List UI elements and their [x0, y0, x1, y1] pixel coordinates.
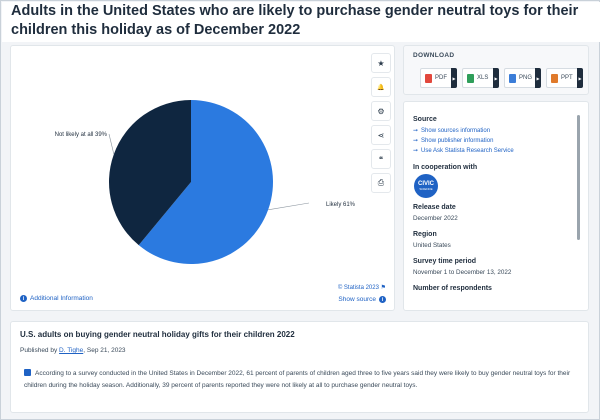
chevron-right-icon: ▶ — [535, 68, 541, 88]
pdf-file-icon — [425, 73, 432, 83]
pie-leader-line — [268, 202, 310, 211]
credit-label: © Statista 2023 — [337, 285, 379, 291]
show-source-label: Show source — [338, 296, 376, 303]
download-buttons: PDF ▶ XLS ▶ PNG ▶ PPT ▶ — [420, 68, 583, 88]
show-publisher-label: Show publisher information — [421, 138, 494, 144]
description-text: According to a survey conducted in the U… — [24, 368, 579, 391]
description-card: U.S. adults on buying gender neutral hol… — [10, 321, 589, 413]
pie-slice-likely[interactable] — [138, 100, 273, 264]
pie-leader-line — [108, 133, 115, 155]
cooperation-heading: In cooperation with — [413, 164, 478, 171]
download-ppt-button[interactable]: PPT ▶ — [546, 68, 583, 88]
info-content: Source ➞ Show sources information ➞ Show p… — [413, 116, 573, 295]
ask-statista-label: Use Ask Statista Research Service — [421, 148, 514, 154]
download-title: DOWNLOAD — [413, 52, 455, 59]
arrow-right-icon: ➞ — [413, 148, 419, 154]
author-link[interactable]: D. Tighe — [59, 347, 84, 354]
share-icon[interactable]: ⋖ — [371, 125, 391, 145]
description-body: According to a survey conducted in the U… — [24, 370, 571, 389]
download-xls-button[interactable]: XLS ▶ — [462, 68, 499, 88]
published-prefix: Published by — [20, 347, 58, 354]
title-bar: Adults in the United States who are like… — [2, 2, 600, 42]
release-date-heading: Release date — [413, 204, 456, 211]
download-panel: DOWNLOAD PDF ▶ XLS ▶ PNG ▶ PPT ▶ — [403, 45, 589, 95]
civic-logo-subtext: SCIENCE — [419, 187, 433, 191]
print-icon[interactable]: ⎙ — [371, 173, 391, 193]
xls-file-icon — [467, 73, 474, 83]
statistic-info-panel: Source ➞ Show sources information ➞ Show p… — [403, 101, 589, 311]
pie-chart: Likely 61% Not likely at all 39% — [55, 100, 356, 264]
arrow-right-icon: ➞ — [413, 138, 419, 144]
arrow-right-icon: ➞ — [413, 128, 419, 134]
pie-label-likely: Likely 61% — [326, 202, 356, 208]
show-source-link[interactable]: Show source i — [338, 296, 386, 303]
published-by: Published by D. Tighe, Sep 21, 2023 — [20, 347, 126, 354]
star-icon[interactable]: ★ — [371, 53, 391, 73]
chevron-right-icon: ▶ — [493, 68, 499, 88]
pie-label-not-likely-at-all: Not likely at all 39% — [55, 132, 108, 138]
page-title: Adults in the United States who are like… — [11, 3, 579, 38]
release-date-value: December 2022 — [413, 215, 458, 222]
info-scrollbar[interactable] — [577, 115, 580, 240]
respondents-heading: Number of respondents — [413, 285, 492, 292]
survey-period-heading: Survey time period — [413, 258, 477, 265]
show-sources-link[interactable]: ➞ Show sources information — [413, 126, 573, 136]
region-heading: Region — [413, 231, 437, 238]
download-pdf-label: PDF — [435, 75, 447, 81]
pie-slice-not-likely-at-all[interactable] — [108, 100, 191, 246]
png-file-icon — [509, 73, 516, 83]
statista-credit[interactable]: © Statista 2023 ⚑ — [338, 284, 386, 291]
ask-statista-link[interactable]: ➞ Use Ask Statista Research Service — [413, 146, 573, 156]
show-publisher-link[interactable]: ➞ Show publisher information — [413, 136, 573, 146]
chevron-right-icon: ▶ — [577, 68, 583, 88]
civic-logo-text: CIVIC — [417, 181, 434, 187]
description-title: U.S. adults on buying gender neutral hol… — [20, 330, 295, 339]
info-icon: i — [379, 296, 386, 303]
download-png-button[interactable]: PNG ▶ — [504, 68, 541, 88]
download-ppt-label: PPT — [561, 75, 573, 81]
chart-toolbar: ★ 🔔 ⚙ ⋖ ❝ ⎙ — [371, 53, 393, 197]
info-icon: i — [20, 295, 27, 302]
quote-icon[interactable]: ❝ — [371, 149, 391, 169]
bar-chart-icon — [24, 369, 31, 376]
published-date: , Sep 21, 2023 — [83, 347, 126, 354]
source-heading: Source — [413, 116, 437, 123]
flag-icon: ⚑ — [380, 285, 386, 291]
additional-information-link[interactable]: i Additional Information — [20, 295, 93, 302]
civic-science-logo[interactable]: CIVIC SCIENCE — [414, 174, 438, 198]
region-value: United States — [413, 242, 451, 249]
bell-icon[interactable]: 🔔 — [371, 77, 391, 97]
ppt-file-icon — [551, 73, 558, 83]
survey-period-value: November 1 to December 13, 2022 — [413, 269, 512, 276]
gear-icon[interactable]: ⚙ — [371, 101, 391, 121]
additional-information-label: Additional Information — [30, 295, 93, 302]
show-sources-label: Show sources information — [421, 128, 491, 134]
chart-card: Likely 61% Not likely at all 39% ★ 🔔 ⚙ ⋖ … — [10, 45, 395, 311]
download-xls-label: XLS — [477, 75, 489, 81]
download-pdf-button[interactable]: PDF ▶ — [420, 68, 457, 88]
chevron-right-icon: ▶ — [451, 68, 457, 88]
download-png-label: PNG — [519, 75, 533, 81]
